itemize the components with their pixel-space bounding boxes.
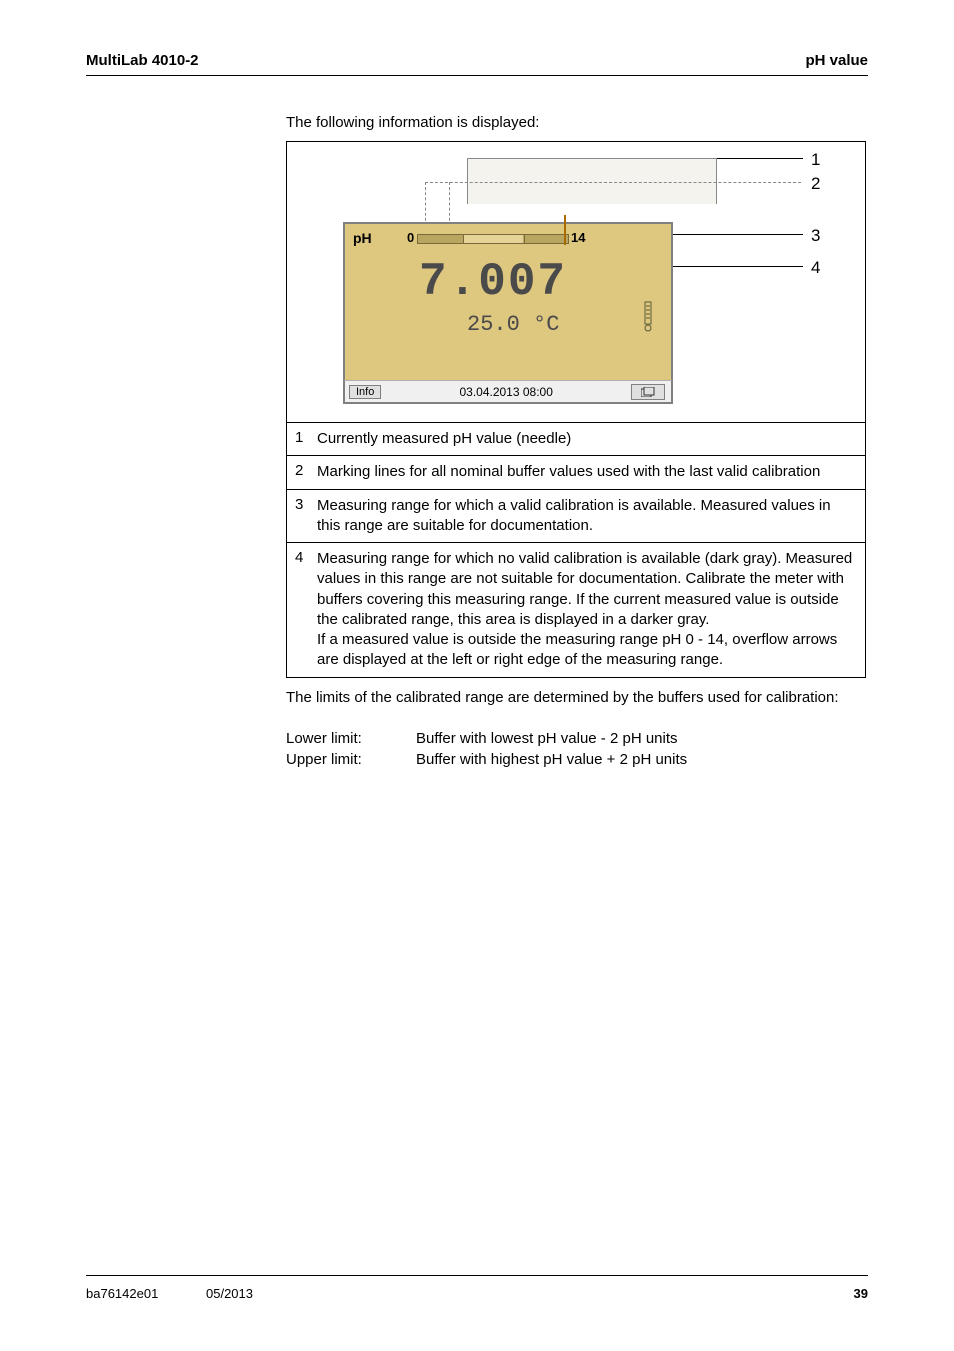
temperature-value: 25.0 °C xyxy=(467,312,559,337)
upper-limit-label: Upper limit: xyxy=(286,751,416,768)
header-right: pH value xyxy=(805,52,868,69)
callout-number-1: 1 xyxy=(811,150,820,170)
device-display: pH 0 14 7.007 25.0 °C xyxy=(343,222,673,404)
callout-dashed-2b xyxy=(449,182,450,226)
after-figure-text: The limits of the calibrated range are d… xyxy=(286,688,868,708)
footer-date: 05/2013 xyxy=(206,1286,854,1301)
legend-item: 3 Measuring range for which a valid cali… xyxy=(287,489,865,543)
status-info-button[interactable]: Info xyxy=(349,385,381,399)
lower-limit-text: Buffer with lowest pH value - 2 pH units xyxy=(416,730,678,747)
legend-item: 4 Measuring range for which no valid cal… xyxy=(287,542,865,677)
footer-rule xyxy=(86,1275,868,1276)
page-header: MultiLab 4010-2 pH value xyxy=(86,52,868,69)
legend-text: Marking lines for all nominal buffer val… xyxy=(317,462,853,482)
legend-number: 4 xyxy=(295,549,317,671)
scale-max: 14 xyxy=(571,230,585,245)
scale-min: 0 xyxy=(407,230,414,245)
upper-limit-text: Buffer with highest pH value + 2 pH unit… xyxy=(416,751,687,768)
limits-block: Lower limit: Buffer with lowest pH value… xyxy=(286,730,868,768)
legend-list: 1 Currently measured pH value (needle) 2… xyxy=(287,422,865,677)
legend-item: 1 Currently measured pH value (needle) xyxy=(287,423,865,455)
legend-text: Currently measured pH value (needle) xyxy=(317,429,853,449)
upper-limit-row: Upper limit: Buffer with highest pH valu… xyxy=(286,751,868,768)
status-window-icon[interactable] xyxy=(631,384,665,400)
header-rule xyxy=(86,75,868,76)
legend-number: 2 xyxy=(295,462,317,482)
callout-line-1 xyxy=(717,158,803,159)
callout-number-4: 4 xyxy=(811,258,820,278)
needle-icon xyxy=(564,215,566,245)
callout-dashed-2a xyxy=(425,182,426,226)
legend-number: 1 xyxy=(295,429,317,449)
page-footer: ba76142e01 05/2013 39 xyxy=(86,1275,868,1301)
footer-page-number: 39 xyxy=(854,1286,868,1301)
ph-label: pH xyxy=(353,230,372,246)
status-date: 03.04.2013 08:00 xyxy=(381,385,631,399)
callout-dashed-2 xyxy=(425,182,801,183)
lower-limit-row: Lower limit: Buffer with lowest pH value… xyxy=(286,730,868,747)
figure-box: 1 2 3 4 pH 0 14 xyxy=(286,141,866,678)
legend-number: 3 xyxy=(295,496,317,537)
header-left: MultiLab 4010-2 xyxy=(86,52,199,69)
callout-number-2: 2 xyxy=(811,174,820,194)
callout-number-3: 3 xyxy=(811,226,820,246)
intro-text: The following information is displayed: xyxy=(286,114,868,131)
legend-text: Measuring range for which no valid calib… xyxy=(317,549,853,671)
ph-value: 7.007 xyxy=(419,256,567,308)
legend-item: 2 Marking lines for all nominal buffer v… xyxy=(287,455,865,488)
lower-limit-label: Lower limit: xyxy=(286,730,416,747)
footer-doc-id: ba76142e01 xyxy=(86,1286,206,1301)
device-status-bar: Info 03.04.2013 08:00 xyxy=(343,380,673,404)
scale-bar xyxy=(417,234,569,244)
legend-text: Measuring range for which a valid calibr… xyxy=(317,496,853,537)
device-main-area: pH 0 14 7.007 25.0 °C xyxy=(343,222,673,380)
callout-bracket-1 xyxy=(467,158,717,204)
sensor-icon xyxy=(641,298,655,332)
figure-diagram: 1 2 3 4 pH 0 14 xyxy=(287,142,865,422)
